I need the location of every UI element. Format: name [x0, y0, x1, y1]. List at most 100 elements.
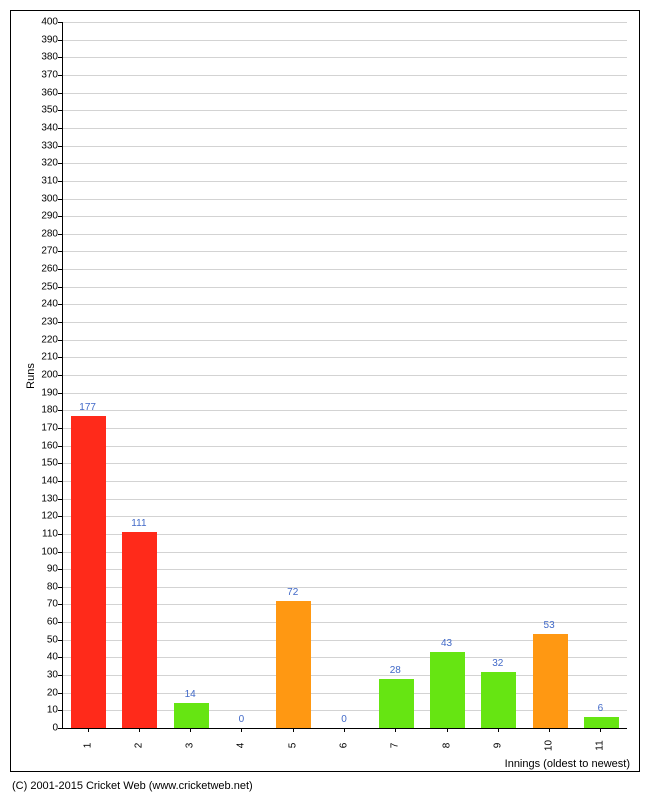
y-tick-label: 10	[28, 705, 58, 716]
y-tick-mark	[58, 728, 62, 729]
y-tick-mark	[58, 552, 62, 553]
y-tick-label: 350	[28, 105, 58, 116]
y-tick-mark	[58, 22, 62, 23]
y-tick-mark	[58, 251, 62, 252]
bar	[71, 416, 106, 728]
grid-line	[63, 428, 627, 429]
y-tick-mark	[58, 428, 62, 429]
y-tick-mark	[58, 569, 62, 570]
y-tick-label: 290	[28, 211, 58, 222]
grid-line	[63, 340, 627, 341]
y-tick-mark	[58, 340, 62, 341]
y-tick-label: 120	[28, 511, 58, 522]
y-tick-label: 160	[28, 440, 58, 451]
grid-line	[63, 216, 627, 217]
y-tick-label: 320	[28, 158, 58, 169]
bar-value-label: 6	[598, 703, 604, 714]
grid-line	[63, 375, 627, 376]
y-tick-label: 140	[28, 475, 58, 486]
y-tick-mark	[58, 322, 62, 323]
y-tick-label: 210	[28, 352, 58, 363]
y-tick-label: 340	[28, 122, 58, 133]
y-tick-mark	[58, 587, 62, 588]
x-tick-label: 6	[339, 736, 350, 756]
grid-line	[63, 75, 627, 76]
grid-line	[63, 22, 627, 23]
bar	[174, 703, 209, 728]
y-tick-mark	[58, 410, 62, 411]
x-tick-label: 1	[82, 736, 93, 756]
bar-value-label: 53	[544, 620, 555, 631]
y-tick-mark	[58, 163, 62, 164]
grid-line	[63, 234, 627, 235]
y-tick-mark	[58, 304, 62, 305]
grid-line	[63, 146, 627, 147]
plot-area	[62, 22, 627, 729]
grid-line	[63, 57, 627, 58]
grid-line	[63, 393, 627, 394]
grid-line	[63, 499, 627, 500]
bar-value-label: 111	[131, 518, 146, 529]
bar-value-label: 177	[79, 402, 96, 413]
y-tick-mark	[58, 234, 62, 235]
grid-line	[63, 128, 627, 129]
y-tick-label: 200	[28, 370, 58, 381]
y-tick-label: 280	[28, 228, 58, 239]
bar	[533, 634, 568, 728]
x-tick-mark	[600, 728, 601, 732]
y-tick-mark	[58, 75, 62, 76]
y-tick-mark	[58, 287, 62, 288]
y-tick-label: 250	[28, 281, 58, 292]
y-tick-mark	[58, 181, 62, 182]
y-tick-mark	[58, 146, 62, 147]
y-tick-label: 100	[28, 546, 58, 557]
y-tick-mark	[58, 199, 62, 200]
x-tick-label: 9	[492, 736, 503, 756]
y-tick-label: 0	[28, 723, 58, 734]
y-tick-label: 170	[28, 422, 58, 433]
grid-line	[63, 110, 627, 111]
y-tick-label: 130	[28, 493, 58, 504]
y-tick-mark	[58, 57, 62, 58]
x-tick-label: 2	[133, 736, 144, 756]
y-tick-mark	[58, 675, 62, 676]
y-tick-label: 20	[28, 687, 58, 698]
x-tick-label: 11	[595, 736, 606, 756]
x-axis-title: Innings (oldest to newest)	[505, 758, 630, 770]
bar	[430, 652, 465, 728]
bar-value-label: 28	[390, 665, 401, 676]
grid-line	[63, 357, 627, 358]
grid-line	[63, 516, 627, 517]
grid-line	[63, 481, 627, 482]
x-tick-label: 10	[544, 736, 555, 756]
y-tick-mark	[58, 463, 62, 464]
x-tick-mark	[190, 728, 191, 732]
y-tick-mark	[58, 216, 62, 217]
y-tick-mark	[58, 534, 62, 535]
y-tick-label: 270	[28, 246, 58, 257]
y-tick-mark	[58, 657, 62, 658]
y-tick-label: 260	[28, 264, 58, 275]
x-tick-mark	[344, 728, 345, 732]
y-tick-label: 220	[28, 334, 58, 345]
y-tick-label: 360	[28, 87, 58, 98]
x-tick-mark	[549, 728, 550, 732]
bar	[276, 601, 311, 728]
y-tick-label: 400	[28, 17, 58, 28]
grid-line	[63, 287, 627, 288]
y-tick-mark	[58, 93, 62, 94]
y-tick-label: 180	[28, 405, 58, 416]
y-tick-mark	[58, 375, 62, 376]
x-tick-mark	[395, 728, 396, 732]
grid-line	[63, 269, 627, 270]
grid-line	[63, 322, 627, 323]
x-tick-mark	[293, 728, 294, 732]
grid-line	[63, 163, 627, 164]
y-tick-mark	[58, 481, 62, 482]
y-tick-label: 300	[28, 193, 58, 204]
bar-value-label: 72	[287, 587, 298, 598]
y-tick-mark	[58, 446, 62, 447]
grid-line	[63, 410, 627, 411]
x-tick-label: 3	[185, 736, 196, 756]
y-tick-mark	[58, 128, 62, 129]
